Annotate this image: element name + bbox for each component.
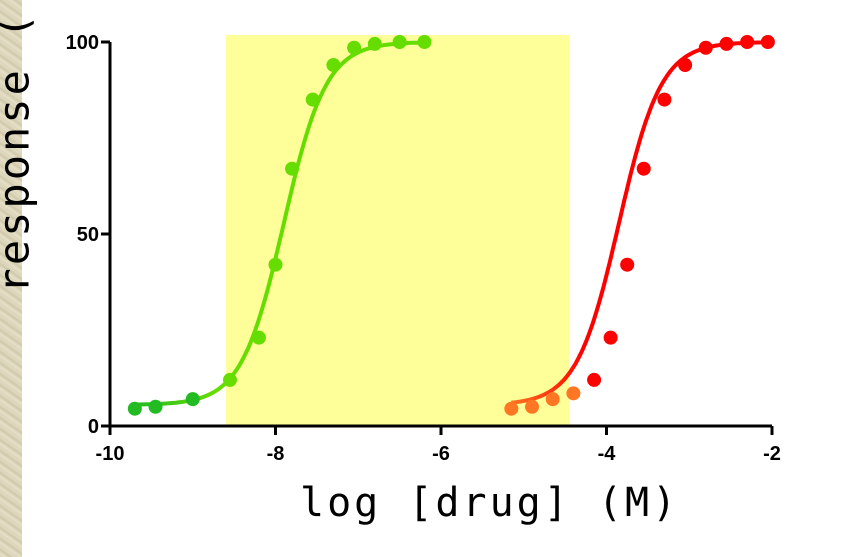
data-point xyxy=(326,58,341,73)
data-point xyxy=(251,330,266,345)
data-point xyxy=(285,161,300,176)
data-point xyxy=(222,372,237,387)
y-tick-label: 50 xyxy=(77,224,99,246)
tick-labels: -10 -8 -6 -4 -2 0 50 100 xyxy=(66,32,781,465)
x-axis-title: log [drug] (M) xyxy=(300,480,680,526)
x-tick-label: -6 xyxy=(432,443,450,465)
data-point xyxy=(657,92,672,107)
data-point xyxy=(127,401,142,416)
x-tick-label: -4 xyxy=(598,443,617,465)
data-point xyxy=(587,372,602,387)
data-point xyxy=(392,35,407,49)
data-point xyxy=(417,35,432,49)
y-tick-label: 100 xyxy=(66,32,99,54)
data-point xyxy=(347,40,362,55)
data-point xyxy=(148,399,163,414)
x-tick-label: -10 xyxy=(96,443,125,465)
data-point xyxy=(504,401,519,416)
data-point xyxy=(636,161,651,176)
data-point xyxy=(620,257,635,272)
data-point xyxy=(740,35,755,49)
y-axis-title: response ( xyxy=(0,11,39,294)
data-point xyxy=(268,257,283,272)
data-point xyxy=(545,392,560,407)
data-points xyxy=(127,35,775,416)
x-tick-label: -2 xyxy=(763,443,781,465)
y-tick-label: 0 xyxy=(88,416,99,438)
axes xyxy=(101,40,774,435)
data-point xyxy=(367,36,382,51)
data-point xyxy=(698,40,713,55)
data-point xyxy=(603,330,618,345)
x-tick-label: -8 xyxy=(267,443,285,465)
data-point xyxy=(678,58,693,73)
data-point xyxy=(305,92,320,107)
data-point xyxy=(566,386,581,401)
textured-left-strip xyxy=(0,0,22,557)
data-point xyxy=(525,399,540,414)
highlight-region xyxy=(225,35,570,426)
data-point xyxy=(185,392,200,407)
data-point xyxy=(719,36,734,51)
data-point xyxy=(760,35,775,49)
